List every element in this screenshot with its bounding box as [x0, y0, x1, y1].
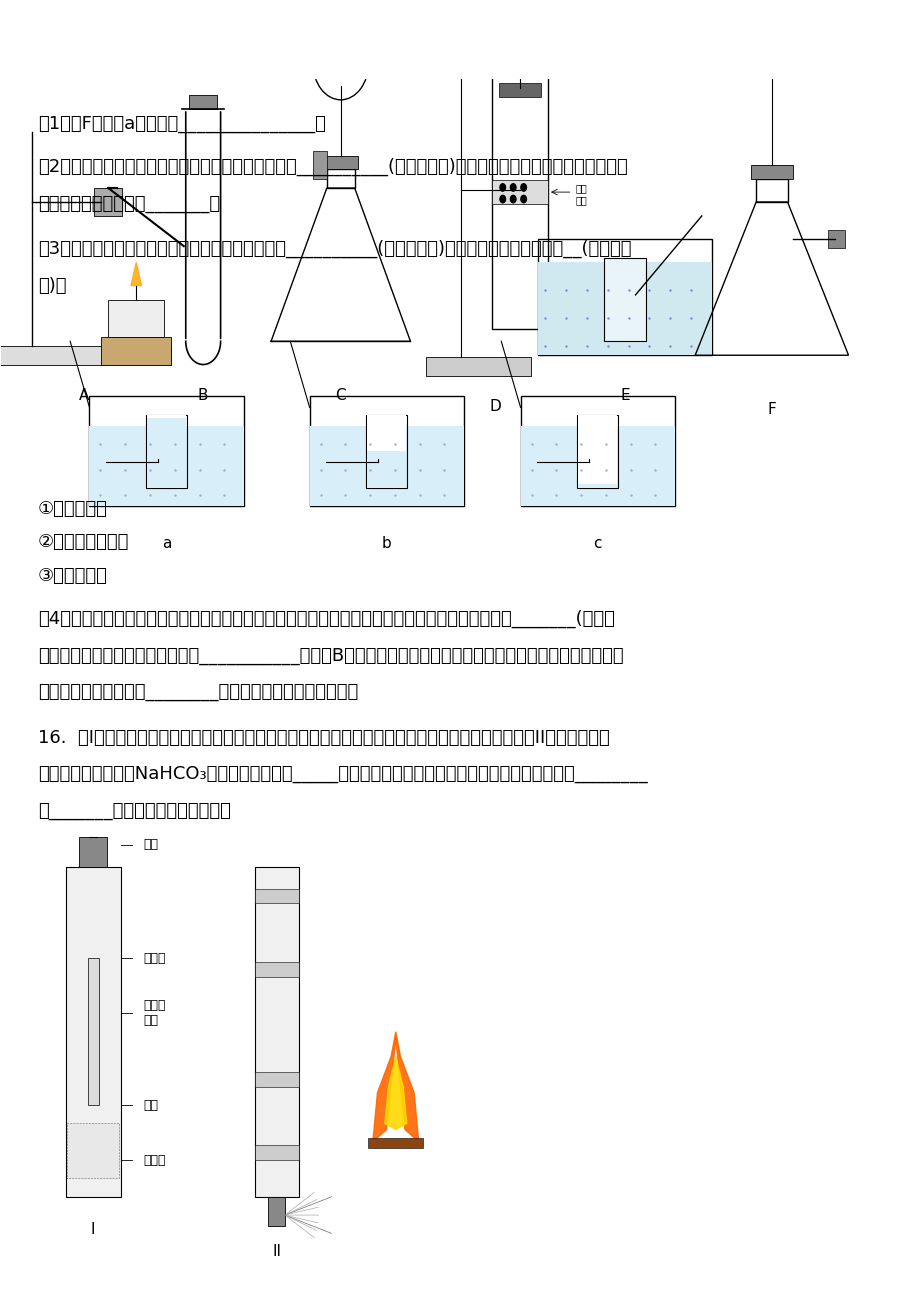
Text: A: A	[79, 388, 89, 402]
Text: C: C	[335, 388, 346, 402]
Bar	[146, 418, 187, 488]
Text: E: E	[619, 388, 630, 402]
Text: （2）加热高锰酸钾制取并收集氧气，应选用的装置是__________(填字母序号)。要收集较纯净氧气用该装置进行反: （2）加热高锰酸钾制取并收集氧气，应选用的装置是__________(填字母序号…	[38, 158, 627, 176]
Bar	[89, 426, 244, 506]
Bar	[520, 426, 674, 506]
Circle shape	[499, 195, 505, 203]
Bar	[750, 165, 792, 178]
Text: b: b	[381, 535, 391, 551]
Text: 米醋: 米醋	[143, 1099, 158, 1112]
Text: ①盖上玻璃片: ①盖上玻璃片	[38, 500, 108, 518]
Polygon shape	[384, 1056, 406, 1130]
Bar	[255, 889, 299, 904]
Bar	[65, 867, 120, 1197]
Bar	[87, 958, 98, 1105]
Bar	[323, 155, 357, 169]
Bar	[255, 1146, 299, 1160]
Bar	[367, 414, 406, 452]
Bar	[309, 396, 463, 506]
Text: 序号），写出反应的化学方程式：___________。若用B装置，用足量的大理石和稀硫酸反应持续得到的二氧化碳气: 序号），写出反应的化学方程式：___________。若用B装置，用足量的大理石…	[38, 647, 623, 665]
Bar	[425, 357, 530, 375]
Text: 体，需要增加的操作是________。（提示：硫酸钙微溶于水）: 体，需要增加的操作是________。（提示：硫酸钙微溶于水）	[38, 684, 357, 702]
Text: 火的原理：小苏打（NaHCO₃）和米醋混合产生_____气体，瓶内泡沫喷出附着在燃烧物表面，使燃烧物________: 火的原理：小苏打（NaHCO₃）和米醋混合产生_____气体，瓶内泡沫喷出附着在…	[38, 766, 647, 784]
Text: F: F	[766, 402, 776, 417]
Circle shape	[499, 184, 505, 191]
Bar	[101, 337, 171, 365]
Text: a: a	[162, 535, 171, 551]
Bar	[576, 414, 618, 488]
Bar	[89, 396, 244, 506]
Bar	[255, 1072, 299, 1087]
Bar	[326, 169, 355, 187]
Bar	[312, 151, 326, 178]
Text: 塑料瓶: 塑料瓶	[143, 952, 165, 965]
Text: 多孔
隔板: 多孔 隔板	[575, 184, 587, 206]
Text: 且_______，从而达到灭火的目的。: 且_______，从而达到灭火的目的。	[38, 802, 231, 820]
Bar	[268, 1197, 285, 1226]
Text: ③取出集气瓶: ③取出集气瓶	[38, 568, 108, 586]
Circle shape	[520, 184, 526, 191]
Polygon shape	[130, 263, 142, 285]
Bar	[827, 230, 845, 249]
Text: c: c	[593, 535, 601, 551]
Text: （3）下图是收集氧气的过程，依次观察到的现象是__________(填数字序号)。氧气收集完毕的操作是__(填字母序: （3）下图是收集氧气的过程，依次观察到的现象是__________(填数字序号)…	[38, 240, 630, 258]
Bar	[79, 837, 107, 867]
Circle shape	[520, 195, 526, 203]
Bar	[577, 414, 617, 484]
Bar	[368, 1138, 423, 1148]
Text: 棒棒冰
外壳: 棒棒冰 外壳	[143, 1000, 165, 1027]
Circle shape	[510, 195, 516, 203]
Polygon shape	[372, 1031, 418, 1142]
Bar	[95, 187, 122, 216]
Bar	[366, 414, 407, 488]
Bar	[755, 178, 787, 202]
Bar	[146, 414, 187, 488]
Text: 号)。: 号)。	[38, 276, 66, 294]
Bar	[146, 414, 187, 418]
Bar	[604, 258, 645, 341]
Bar	[538, 240, 711, 355]
Bar	[255, 962, 299, 976]
Bar	[367, 452, 406, 488]
Text: （1）图F中仪器a的名称为_______________。: （1）图F中仪器a的名称为_______________。	[38, 116, 325, 133]
Bar	[189, 95, 217, 109]
Bar	[492, 74, 548, 329]
Bar	[0, 346, 171, 365]
Text: （4）小明同学用碳酸钙粉末和稀盐酸反应制取二氧化碳气体，欲使反应平稳进行选用的发生装置是_______(填字母: （4）小明同学用碳酸钙粉末和稀盐酸反应制取二氧化碳气体，欲使反应平稳进行选用的发…	[38, 611, 614, 629]
Text: II: II	[272, 1245, 280, 1259]
Text: 小孔: 小孔	[143, 838, 158, 852]
Text: 应时，应改进的措施是_______。: 应时，应改进的措施是_______。	[38, 195, 220, 212]
Text: D: D	[489, 398, 501, 414]
Text: 16.  图I是小刚利用家中废旧物品组装了一套简易灭火器，将瓶子倒转使两种物质混合即可灭火（如图II）。该装置灭: 16. 图I是小刚利用家中废旧物品组装了一套简易灭火器，将瓶子倒转使两种物质混合…	[38, 729, 609, 746]
Bar	[520, 396, 674, 506]
Bar	[492, 181, 548, 203]
Circle shape	[510, 184, 516, 191]
Text: ②正放在实验台上: ②正放在实验台上	[38, 533, 130, 551]
Bar	[499, 83, 540, 96]
Bar	[577, 484, 617, 488]
Text: B: B	[198, 388, 209, 402]
Bar	[255, 867, 299, 1197]
Text: I: I	[91, 1223, 96, 1237]
Text: 小苏打: 小苏打	[143, 1154, 165, 1167]
Circle shape	[335, 0, 346, 7]
Bar	[67, 1124, 119, 1178]
Bar	[309, 426, 463, 506]
Bar	[538, 263, 711, 355]
Bar	[108, 299, 164, 337]
